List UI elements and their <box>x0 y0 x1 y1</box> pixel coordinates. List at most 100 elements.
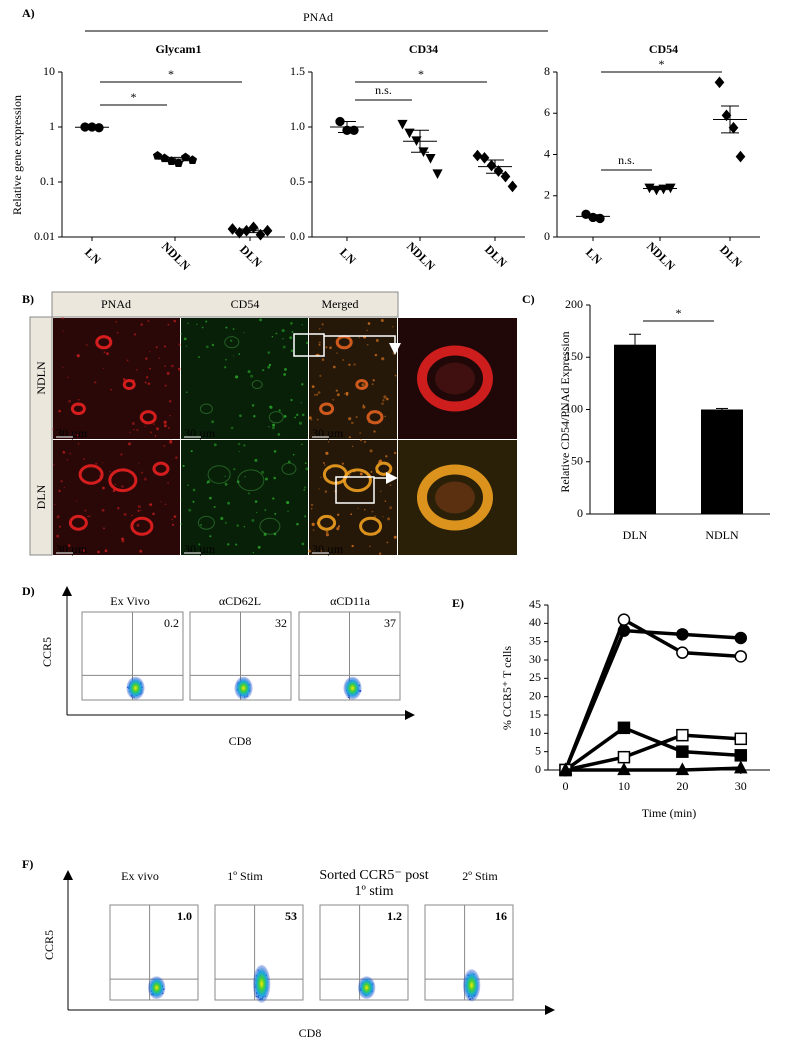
speckle <box>197 356 201 359</box>
speckle <box>137 509 140 512</box>
sample-header: Ex Vivo <box>110 594 149 608</box>
x-tick-label: DLN <box>717 242 745 270</box>
vessel <box>70 402 86 416</box>
row-header: DLN <box>34 484 48 509</box>
speckle <box>269 405 272 408</box>
gate-percentage: 16 <box>495 909 507 923</box>
speckle <box>313 393 316 396</box>
speckle <box>232 355 235 357</box>
y-tick-label: 40 <box>529 615 541 629</box>
speckle <box>131 514 133 517</box>
micrograph <box>309 440 397 555</box>
x-tick-label: LN <box>82 245 104 267</box>
speckle <box>190 450 193 453</box>
speckle <box>180 332 183 335</box>
x-tick-label: DLN <box>237 242 265 270</box>
speckle <box>230 426 234 430</box>
speckle <box>84 509 87 512</box>
speckle <box>332 365 336 369</box>
speckle <box>337 513 340 516</box>
speckle <box>393 535 397 539</box>
speckle <box>147 320 150 323</box>
y-axis-label: % CCR5⁺ T cells <box>500 646 514 731</box>
point <box>397 119 408 130</box>
speckle <box>317 391 321 394</box>
speckle <box>385 455 388 458</box>
speckle <box>272 423 276 427</box>
x-tick-label: DLN <box>482 242 510 270</box>
point <box>507 180 518 193</box>
speckle <box>389 484 392 486</box>
row-label-band <box>29 316 53 556</box>
x-tick-label: 30 <box>735 779 747 793</box>
speckle <box>185 345 188 347</box>
chart-title: CD54 <box>649 42 678 56</box>
point <box>721 109 732 122</box>
speckle <box>143 477 147 481</box>
gate-percentage: 37 <box>384 616 396 630</box>
y-tick-label: 1.5 <box>290 64 305 78</box>
speckle <box>187 484 189 486</box>
point <box>735 150 746 163</box>
speckle <box>312 529 315 531</box>
speckle <box>324 490 328 493</box>
vessel <box>95 335 113 350</box>
speckle <box>389 506 393 510</box>
vessel <box>78 464 104 485</box>
speckle <box>180 499 182 501</box>
scale-bar-label: 30 µm <box>312 426 344 440</box>
x-tick-label: LN <box>583 245 605 267</box>
speckle <box>394 374 397 377</box>
speckle <box>235 375 239 379</box>
speckle <box>188 508 192 512</box>
speckle <box>95 462 98 465</box>
speckle <box>121 537 125 541</box>
speckle <box>292 453 295 456</box>
speckle <box>311 522 315 526</box>
column-header: Merged <box>321 297 358 311</box>
sample-header: αCD11a <box>330 594 371 608</box>
speckle <box>289 336 293 340</box>
speckle <box>224 521 227 524</box>
speckle <box>337 525 341 528</box>
column-header: PNAd <box>101 297 131 311</box>
error-bar <box>338 121 356 133</box>
panel-letter: F) <box>22 857 33 871</box>
vessel <box>342 468 372 493</box>
speckle <box>138 462 140 464</box>
speckle <box>256 511 258 514</box>
speckle <box>89 515 91 517</box>
vessel <box>268 411 284 424</box>
speckle <box>336 527 340 531</box>
speckle <box>66 458 69 461</box>
speckle <box>140 323 143 326</box>
series-line <box>563 617 741 771</box>
speckle <box>296 413 299 417</box>
point <box>493 165 504 177</box>
speckle <box>298 421 303 425</box>
panel-letter: A) <box>22 6 35 20</box>
speckle <box>140 471 144 474</box>
speckle <box>232 328 235 330</box>
speckle <box>131 422 135 426</box>
speckle <box>154 435 157 437</box>
point <box>558 762 573 776</box>
speckle <box>251 519 255 522</box>
speckle <box>145 357 148 360</box>
vessel <box>281 462 297 475</box>
significance-label: * <box>168 67 174 81</box>
speckle <box>169 440 173 444</box>
error-bar <box>584 214 602 219</box>
speckle <box>318 343 321 346</box>
x-axis-label: Time (min) <box>642 806 697 820</box>
speckle <box>324 464 326 466</box>
speckle <box>116 331 119 334</box>
speckle <box>320 550 323 552</box>
speckle <box>348 363 351 366</box>
speckle <box>321 358 325 361</box>
speckle <box>175 456 178 459</box>
speckle <box>54 503 56 505</box>
speckle <box>149 503 153 507</box>
speckle <box>247 370 251 374</box>
significance-label: n.s. <box>375 83 392 97</box>
